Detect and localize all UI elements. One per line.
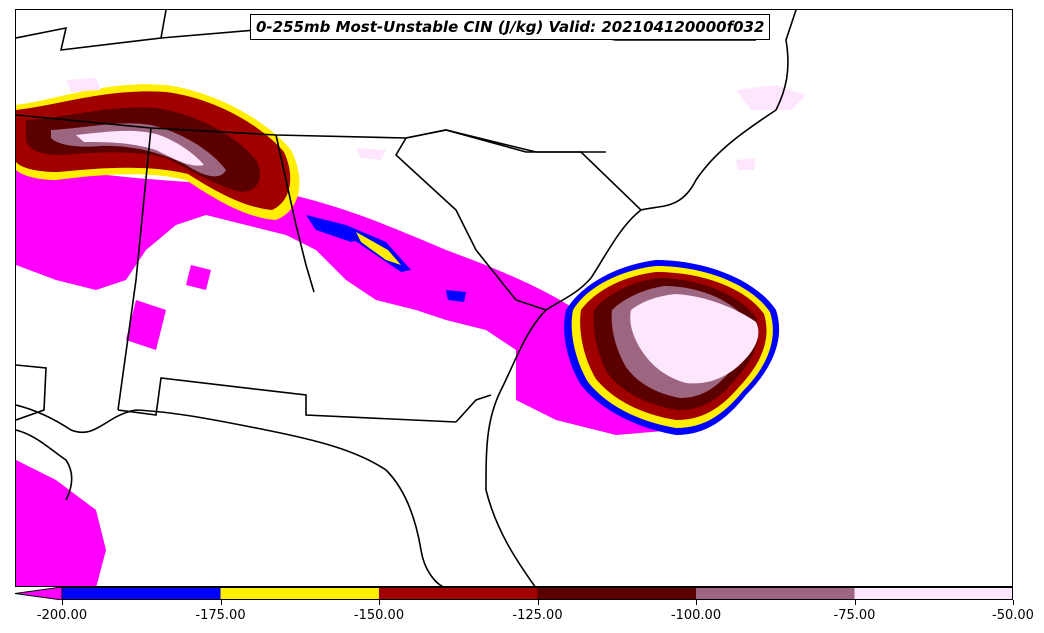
colorbar-extend-min — [15, 587, 63, 600]
colorbar-tick-label: -100.00 — [670, 608, 722, 623]
state-border-ms-al — [117, 127, 152, 411]
colorbar-tick — [537, 600, 539, 605]
colorbar-tick-label: -200.00 — [36, 608, 88, 623]
state-border-la-ms — [16, 364, 47, 421]
state-border-ar — [16, 10, 167, 51]
colorbar-tick-label: -125.00 — [512, 608, 563, 623]
colorbar-tick — [379, 600, 380, 605]
colorbar-tick — [696, 600, 697, 605]
cin-map — [16, 10, 806, 586]
cin-cluster-north — [16, 84, 466, 302]
colorbar-tick — [854, 600, 856, 605]
colorbar-segment — [696, 587, 855, 600]
coastline-mississippi-delta — [16, 429, 73, 501]
state-border-nc-sc — [405, 129, 642, 211]
colorbar-outline — [61, 587, 1013, 600]
colorbar-tick — [1013, 600, 1014, 605]
colorbar — [15, 587, 1013, 600]
colorbar-tick-label: -150.00 — [353, 608, 405, 623]
colorbar-tick — [220, 600, 222, 605]
colorbar-segment — [379, 587, 538, 600]
colorbar-segment — [537, 587, 696, 600]
colorbar-segment — [62, 587, 221, 600]
coastline-gulf — [16, 404, 444, 586]
colorbar-tick-label: -175.00 — [195, 608, 246, 623]
cin-speckles-pink — [66, 78, 806, 170]
colorbar-tick-label: -50.00 — [992, 608, 1034, 623]
coastline-southeast — [485, 209, 642, 586]
state-border-ga-fl — [455, 394, 492, 423]
state-border-tn-ga-nc — [275, 134, 315, 293]
colorbar-segment — [854, 587, 1013, 600]
colorbar-tick-label: -75.00 — [833, 608, 876, 623]
map-panel — [15, 9, 1013, 587]
cin-cluster-atlantic — [564, 260, 780, 435]
map-title: 0-255mb Most-Unstable CIN (J/kg) Valid: … — [250, 14, 771, 40]
coastline-atlantic — [640, 10, 797, 211]
state-border-al-fl — [117, 377, 457, 423]
state-border-ga-sc — [394, 137, 547, 311]
colorbar-segment — [220, 587, 379, 600]
colorbar-tick — [62, 600, 63, 605]
